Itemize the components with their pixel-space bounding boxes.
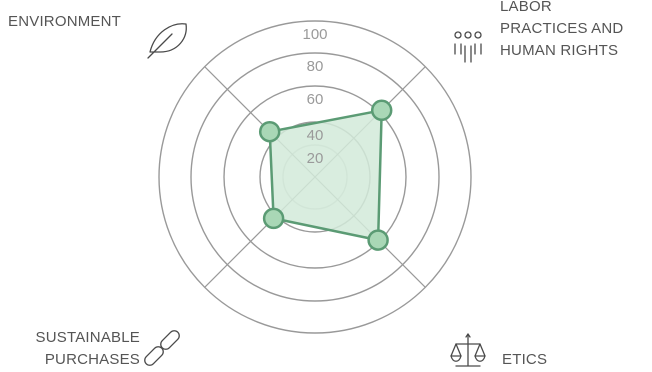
grid-ring-60 (223, 85, 407, 269)
tick-label-40: 40 (307, 127, 324, 144)
grid-ring-80 (190, 52, 440, 302)
axis-etics: ETICS (450, 333, 547, 368)
data-point-0 (258, 120, 281, 143)
axis-label-labor-line3: HUMAN RIGHTS (500, 42, 618, 59)
axis-label-environment: ENVIRONMENT (8, 13, 121, 30)
series-area-0 (268, 109, 383, 242)
people-icon (454, 31, 482, 63)
tick-label-100: 100 (302, 26, 327, 43)
grid-ring-100 (158, 20, 472, 334)
data-point-3 (262, 207, 285, 230)
chain-link-icon (144, 330, 180, 366)
axis-label-labor-line1: LABOR (500, 0, 552, 15)
tick-labels: 20 40 60 80 100 (302, 26, 327, 167)
data-point-2 (367, 229, 389, 251)
scales-icon (450, 333, 486, 367)
radar-series (258, 99, 393, 251)
tick-label-80: 80 (307, 58, 324, 75)
axis-label-labor-line2: PRACTICES AND (500, 20, 623, 37)
tick-label-20: 20 (307, 150, 324, 167)
leaf-icon (147, 23, 187, 59)
axis-environment: ENVIRONMENT (8, 13, 187, 59)
axis-sustainable-purchases: SUSTAINABLE PURCHASES (36, 329, 180, 368)
data-point-1 (370, 99, 393, 122)
tick-label-60: 60 (307, 91, 324, 108)
axis-label-sustainable-line1: SUSTAINABLE (36, 329, 140, 346)
axis-labor-practices: LABOR PRACTICES AND HUMAN RIGHTS (454, 0, 623, 63)
axis-label-etics: ETICS (502, 351, 547, 368)
axis-label-sustainable-line2: PURCHASES (45, 351, 140, 368)
